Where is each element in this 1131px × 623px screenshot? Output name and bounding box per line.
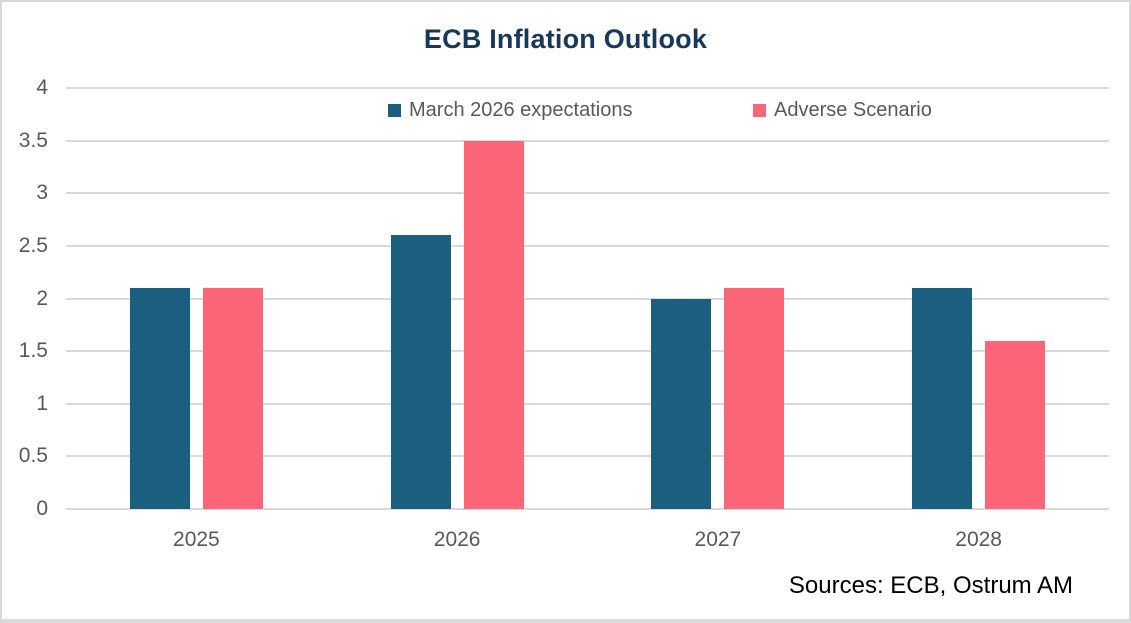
- bar-2028-march-2026-expectations: [912, 287, 973, 509]
- gridline-3.5: [66, 139, 1109, 142]
- bar-group-2027: [588, 88, 849, 509]
- legend-swatch-adverse-scenario: [753, 104, 766, 117]
- gridline-4: [66, 87, 1109, 89]
- y-tick-label-2.5: 2.5: [18, 233, 48, 257]
- y-tick-label-4: 4: [36, 76, 48, 99]
- legend-label-march-2026-expectations: March 2026 expectations: [409, 99, 633, 121]
- x-tick-label-2028: 2028: [955, 528, 1002, 551]
- y-tick-label-3: 3: [36, 181, 48, 205]
- legend-item-adverse-scenario: Adverse Scenario: [753, 99, 932, 122]
- gridline-0.5: [66, 455, 1109, 458]
- bar-group-2026: [327, 88, 588, 509]
- bar-2025-march-2026-expectations: [129, 287, 190, 509]
- plot-area: 2025 2026 2027 2028 0 0.5 1 1.5 2 2.5 3 3.5 4: [19, 76, 1109, 551]
- gridline-1: [66, 402, 1109, 405]
- legend-label-adverse-scenario: Adverse Scenario: [774, 99, 932, 121]
- bar-2027-adverse-scenario: [724, 287, 785, 509]
- bar-group-2025: [66, 88, 327, 509]
- bar-2028-adverse-scenario: [985, 340, 1046, 509]
- bar-2026-march-2026-expectations: [390, 235, 451, 509]
- chart-title: ECB Inflation Outlook: [423, 24, 708, 54]
- x-tick-label-2026: 2026: [433, 528, 481, 551]
- gridline-2.5: [66, 244, 1109, 247]
- gridline-0: [66, 508, 1109, 510]
- x-axis-labels: 2025 2026 2027 2028: [66, 528, 1109, 552]
- y-tick-label-1: 1: [36, 391, 48, 415]
- y-tick-label-0: 0: [36, 497, 48, 520]
- legend-swatch-march-2026-expectations: [388, 104, 401, 117]
- legend-item-march-2026-expectations: March 2026 expectations: [388, 99, 632, 122]
- bars-row: [66, 88, 1109, 509]
- y-tick-label-0.5: 0.5: [18, 444, 48, 468]
- y-tick-label-1.5: 1.5: [18, 339, 48, 363]
- gridline-1.5: [66, 350, 1109, 353]
- x-tick-label-2025: 2025: [173, 528, 220, 551]
- source-note: Sources: ECB, Ostrum AM: [788, 572, 1073, 599]
- bar-2027-march-2026-expectations: [651, 298, 712, 509]
- gridline-3: [66, 192, 1109, 195]
- x-tick-label-2027: 2027: [694, 528, 742, 551]
- bar-2025-adverse-scenario: [202, 287, 263, 509]
- gridline-2: [66, 297, 1109, 300]
- y-tick-label-3.5: 3.5: [18, 128, 48, 152]
- bar-2026-adverse-scenario: [463, 140, 524, 509]
- bar-group-2028: [848, 88, 1109, 509]
- y-tick-label-2: 2: [36, 286, 48, 310]
